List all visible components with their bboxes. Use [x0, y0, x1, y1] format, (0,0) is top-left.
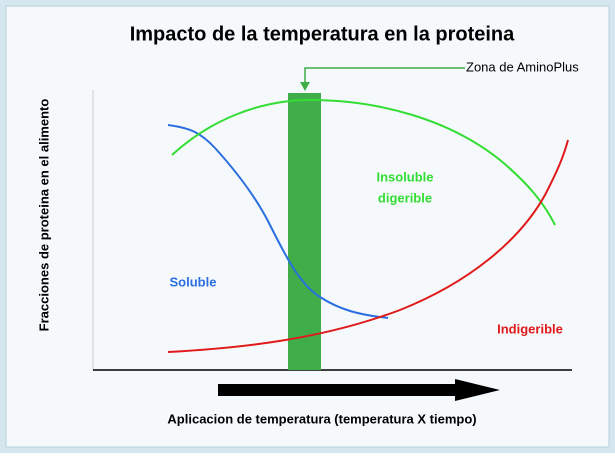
- temperature-arrow: [218, 379, 500, 401]
- annotation-line: [304, 67, 465, 88]
- indigerible-curve: [167, 139, 569, 353]
- soluble-label: Soluble: [170, 274, 217, 289]
- insoluble-label: digerible: [378, 190, 432, 205]
- insoluble-curve: [171, 98, 556, 226]
- insoluble-label: Insoluble: [376, 169, 433, 184]
- y-axis-label: Fracciones de proteina en el alimento: [36, 99, 51, 332]
- annotation-arrow: [300, 82, 310, 91]
- aminoplus-zone: [288, 93, 321, 370]
- x-axis-label: Aplicacion de temperatura (temperatura X…: [167, 411, 476, 426]
- title: Impacto de la temperatura en la proteina: [130, 23, 515, 45]
- annotation: Zona de AminoPlus: [466, 59, 579, 74]
- indigerible-label: Indigerible: [497, 321, 563, 336]
- soluble-curve: [167, 124, 389, 319]
